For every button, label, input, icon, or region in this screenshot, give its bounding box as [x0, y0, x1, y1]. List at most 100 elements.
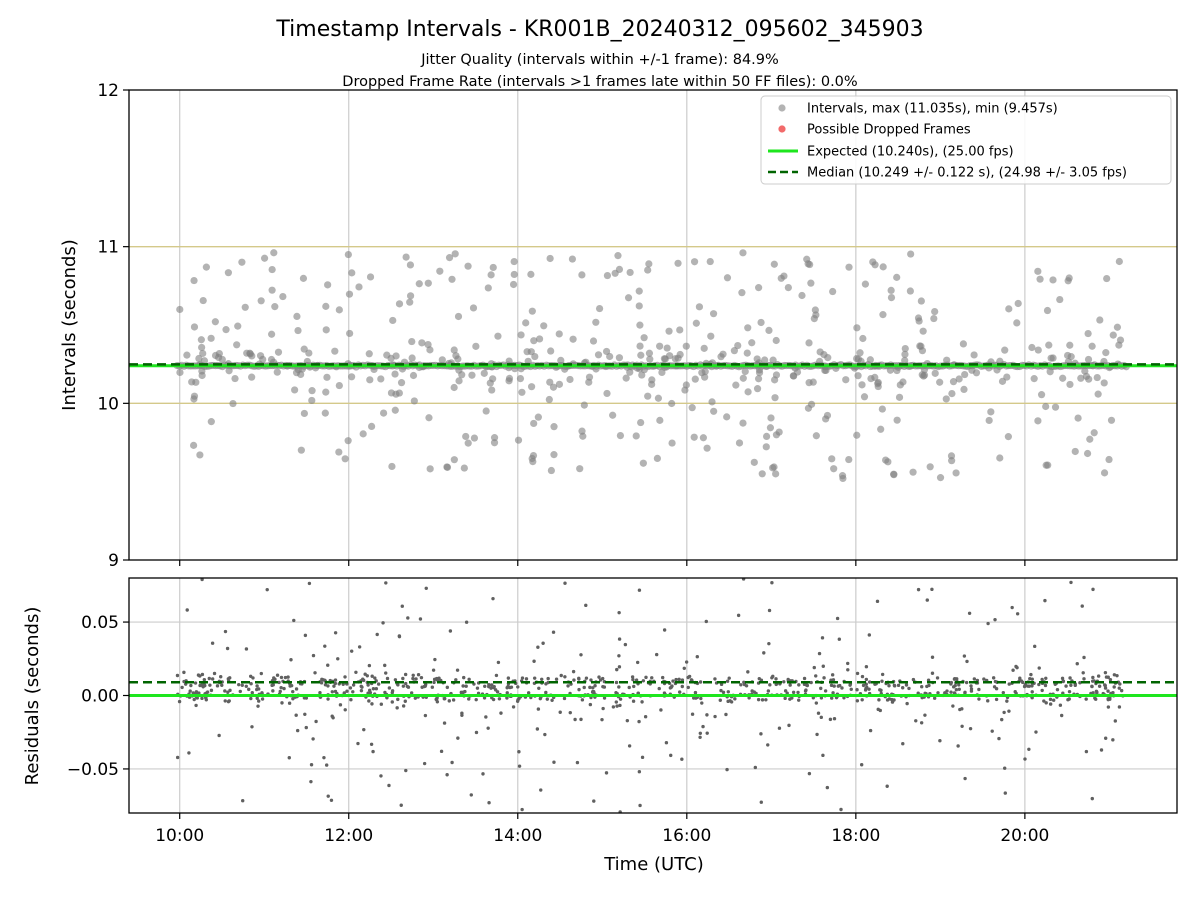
residual-point	[279, 685, 283, 690]
interval-point	[406, 261, 415, 269]
residual-point	[223, 699, 227, 703]
legend-marker-intervals	[778, 104, 786, 112]
interval-point	[690, 258, 699, 266]
interval-point	[699, 434, 707, 442]
interval-point	[856, 349, 864, 357]
residual-point	[1037, 682, 1041, 687]
residual-point	[368, 690, 373, 695]
residual-point	[802, 676, 807, 681]
interval-point	[199, 296, 207, 305]
interval-point	[926, 463, 934, 471]
residual-point	[387, 783, 391, 788]
interval-point	[1081, 367, 1089, 375]
residual-point	[562, 696, 567, 701]
residual-point	[846, 661, 850, 666]
residual-point	[821, 753, 825, 758]
residual-point	[728, 699, 732, 703]
residual-point	[840, 686, 844, 690]
residual-point	[185, 608, 189, 612]
residual-point	[475, 686, 480, 690]
residual-point	[905, 701, 909, 706]
residual-point	[1058, 703, 1063, 707]
residual-point	[823, 689, 828, 693]
interval-point	[758, 470, 766, 478]
interval-point	[402, 253, 410, 261]
residual-point	[819, 686, 823, 691]
residual-point	[217, 733, 221, 738]
residual-point	[724, 712, 728, 717]
residual-point	[409, 691, 414, 695]
residual-point	[535, 727, 540, 731]
residual-point	[275, 673, 280, 677]
residual-point	[244, 684, 248, 688]
residual-point	[309, 779, 313, 784]
residual-point	[448, 629, 453, 633]
residual-point	[969, 684, 973, 688]
residual-point	[680, 684, 684, 689]
residual-point	[423, 684, 427, 688]
residual-point	[770, 676, 774, 680]
interval-point	[470, 434, 479, 442]
interval-point	[1115, 257, 1123, 266]
residual-point	[1090, 679, 1095, 683]
interval-point	[968, 366, 976, 374]
interval-point	[550, 451, 558, 459]
residual-point	[271, 683, 275, 687]
residual-point	[1091, 587, 1095, 592]
residual-point	[618, 697, 623, 701]
interval-point	[1084, 355, 1093, 364]
interval-point	[829, 287, 837, 296]
residual-point	[494, 673, 499, 678]
interval-point	[183, 351, 191, 359]
residual-point	[195, 696, 199, 700]
residual-point	[1103, 670, 1108, 675]
residual-point	[963, 776, 967, 781]
residual-point	[1043, 598, 1047, 603]
chart-title: Timestamp Intervals - KR001B_20240312_09…	[275, 17, 923, 42]
residual-point	[311, 737, 315, 741]
interval-point	[1004, 433, 1012, 441]
residual-point	[238, 689, 242, 694]
interval-point	[644, 266, 652, 274]
residual-point	[278, 689, 282, 694]
interval-point	[1059, 374, 1067, 382]
residual-point	[532, 659, 536, 663]
residual-point	[208, 683, 212, 687]
interval-point	[948, 389, 956, 398]
interval-point	[321, 409, 329, 417]
interval-point	[901, 356, 909, 364]
interval-point	[750, 458, 758, 466]
interval-point	[257, 297, 265, 305]
residual-point	[718, 698, 722, 702]
residual-point	[250, 691, 254, 695]
residual-point	[600, 717, 604, 722]
interval-point	[322, 326, 330, 334]
residual-point	[721, 690, 726, 695]
residual-point	[635, 660, 640, 665]
residual-point	[439, 749, 444, 754]
residual-point	[558, 710, 562, 714]
residual-point	[887, 683, 891, 688]
residual-point	[487, 684, 491, 689]
interval-point	[238, 258, 246, 266]
residual-point	[617, 685, 621, 689]
residual-point	[520, 676, 525, 680]
residual-point	[492, 684, 496, 689]
residual-point	[1040, 688, 1044, 693]
residual-point	[461, 684, 465, 688]
residual-point	[1069, 683, 1073, 687]
residual-point	[796, 690, 800, 695]
interval-point	[1109, 331, 1117, 339]
residual-point	[907, 686, 911, 691]
residual-point	[830, 673, 835, 677]
interval-point	[961, 370, 969, 379]
residual-point	[200, 578, 204, 582]
residual-point	[272, 676, 276, 680]
interval-point	[1105, 455, 1113, 464]
residual-point	[1000, 717, 1004, 722]
interval-point	[1003, 373, 1011, 381]
residual-point	[505, 691, 509, 695]
residual-point	[433, 657, 437, 662]
residual-point	[760, 698, 765, 702]
interval-point	[654, 394, 662, 402]
